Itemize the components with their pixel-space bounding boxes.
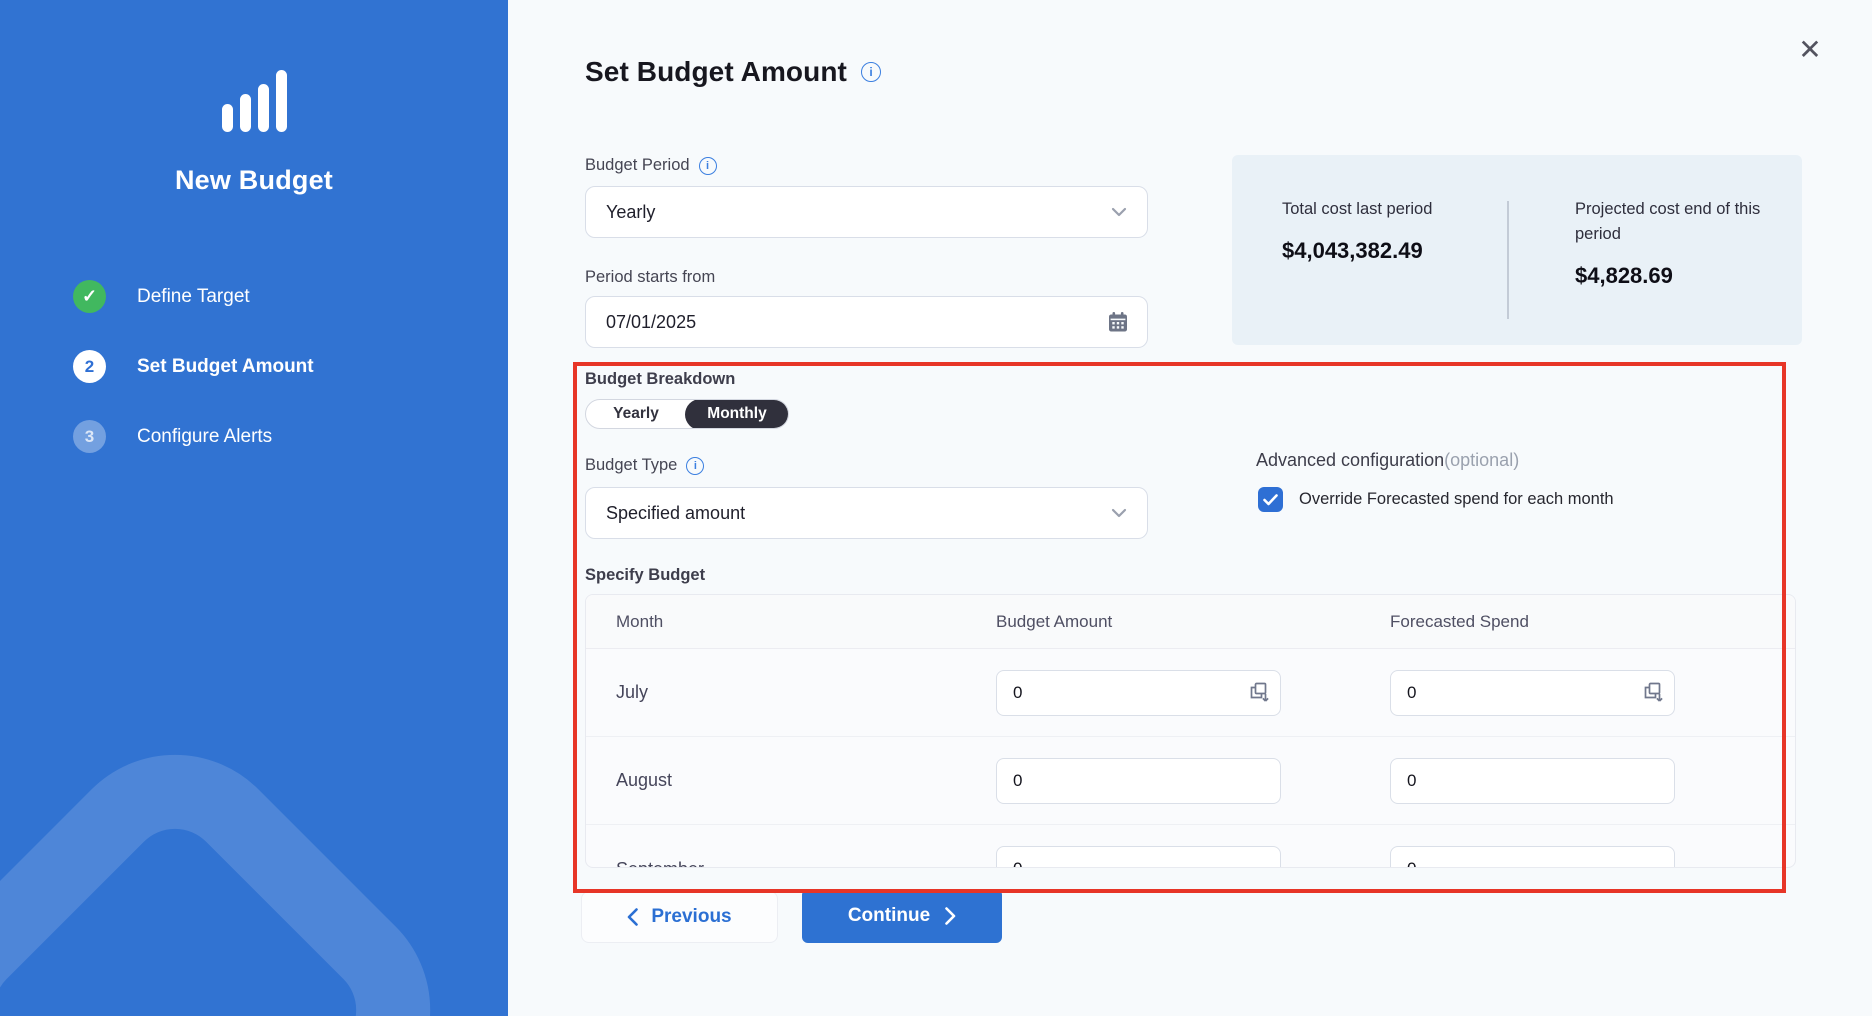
budget-period-label: Budget Period i	[585, 156, 717, 175]
close-icon[interactable]: ✕	[1790, 30, 1830, 70]
cost-summary-panel: Total cost last period $4,043,382.49 Pro…	[1232, 155, 1802, 345]
table-header-row: Month Budget Amount Forecasted Spend	[586, 595, 1795, 649]
chevron-down-icon	[1111, 508, 1127, 518]
month-cell: August	[616, 770, 673, 790]
chevron-left-icon	[628, 908, 639, 926]
column-header-forecasted-spend: Forecasted Spend	[1390, 611, 1529, 631]
bar-chart-icon	[221, 70, 287, 132]
budget-breakdown-label: Budget Breakdown	[585, 370, 736, 388]
info-icon[interactable]: i	[860, 62, 881, 82]
page-title: Set Budget Amount	[585, 56, 847, 87]
advanced-configuration-title: Advanced configuration(optional)	[1256, 450, 1520, 470]
step-define-target[interactable]: ✓ Define Target	[73, 280, 314, 313]
forecasted-spend-field	[1390, 757, 1675, 804]
summary-value: $4,043,382.49	[1282, 237, 1423, 263]
column-header-budget-amount: Budget Amount	[996, 611, 1113, 631]
table-row-august: August	[586, 737, 1795, 825]
step-number-badge: 3	[73, 420, 106, 453]
budget-amount-input[interactable]	[996, 846, 1281, 867]
check-circle-icon: ✓	[73, 280, 106, 313]
previous-button[interactable]: Previous	[581, 891, 778, 943]
step-label: Configure Alerts	[137, 425, 273, 447]
budget-type-value: Specified amount	[606, 502, 746, 523]
summary-value: $4,828.69	[1575, 262, 1673, 288]
budget-breakdown-toggle: Yearly Monthly	[585, 399, 789, 429]
step-label: Define Target	[137, 285, 250, 307]
forecasted-spend-field	[1390, 846, 1675, 867]
budget-amount-field	[996, 669, 1281, 716]
budget-amount-input[interactable]	[996, 757, 1281, 804]
checkbox-checked-icon[interactable]	[1258, 487, 1283, 512]
specify-budget-table: Month Budget Amount Forecasted Spend Jul…	[585, 594, 1796, 868]
page-title-row: Set Budget Amount i	[585, 56, 881, 88]
forecasted-spend-field	[1390, 669, 1675, 716]
budget-type-label: Budget Type i	[585, 456, 705, 475]
month-cell: September	[586, 859, 996, 868]
wizard-title: New Budget	[174, 165, 333, 195]
summary-label: Total cost last period	[1282, 200, 1433, 218]
info-icon[interactable]: i	[698, 156, 717, 175]
brand: New Budget	[0, 70, 508, 196]
table-row-july: July	[586, 649, 1795, 737]
period-starts-input[interactable]	[585, 296, 1148, 348]
forecasted-spend-input[interactable]	[1390, 669, 1675, 716]
summary-label: Projected cost end of this period	[1575, 200, 1761, 243]
table-row-september: September	[586, 825, 1795, 868]
chevron-right-icon	[945, 907, 956, 925]
main-panel: ✕ Set Budget Amount i Budget Period i Ye…	[508, 0, 1872, 1016]
copy-down-icon[interactable]	[1641, 681, 1665, 705]
step-number-badge: 2	[73, 350, 106, 383]
period-starts-label: Period starts from	[585, 268, 716, 286]
optional-tag: (optional)	[1444, 450, 1520, 470]
continue-label: Continue	[847, 905, 931, 926]
previous-label: Previous	[651, 906, 732, 927]
budget-period-value: Yearly	[606, 201, 656, 222]
budget-type-select[interactable]: Specified amount	[585, 487, 1148, 539]
toggle-option-monthly[interactable]: Monthly	[684, 400, 788, 428]
step-set-budget-amount[interactable]: 2 Set Budget Amount	[73, 350, 314, 383]
step-list: ✓ Define Target 2 Set Budget Amount 3 Co…	[73, 280, 314, 490]
column-header-month: Month	[616, 611, 664, 631]
override-forecast-checkbox-row[interactable]: Override Forecasted spend for each month	[1258, 487, 1614, 512]
copy-down-icon[interactable]	[1247, 681, 1271, 705]
period-starts-field	[585, 296, 1148, 348]
month-cell: July	[616, 682, 649, 702]
chevron-down-icon	[1111, 207, 1127, 217]
calendar-icon[interactable]	[1106, 310, 1130, 334]
budget-amount-input[interactable]	[996, 669, 1281, 716]
toggle-option-yearly[interactable]: Yearly	[613, 405, 659, 422]
budget-amount-field	[996, 846, 1281, 867]
info-icon[interactable]: i	[686, 456, 705, 475]
forecasted-spend-input[interactable]	[1390, 757, 1675, 804]
step-label: Set Budget Amount	[137, 355, 314, 377]
continue-button[interactable]: Continue	[802, 889, 1002, 943]
checkbox-label: Override Forecasted spend for each month	[1299, 490, 1614, 508]
total-cost-last-period: Total cost last period $4,043,382.49	[1282, 197, 1507, 345]
summary-divider	[1507, 201, 1509, 319]
watermark-logo-shape	[0, 705, 480, 1016]
specify-budget-label: Specify Budget	[585, 566, 706, 584]
sidebar: New Budget ✓ Define Target 2 Set Budget …	[0, 0, 508, 1016]
budget-period-select[interactable]: Yearly	[585, 186, 1148, 238]
budget-amount-field	[996, 757, 1281, 804]
forecasted-spend-input[interactable]	[1390, 846, 1675, 867]
projected-cost-end-period: Projected cost end of this period $4,828…	[1545, 197, 1790, 345]
step-configure-alerts[interactable]: 3 Configure Alerts	[73, 420, 314, 453]
